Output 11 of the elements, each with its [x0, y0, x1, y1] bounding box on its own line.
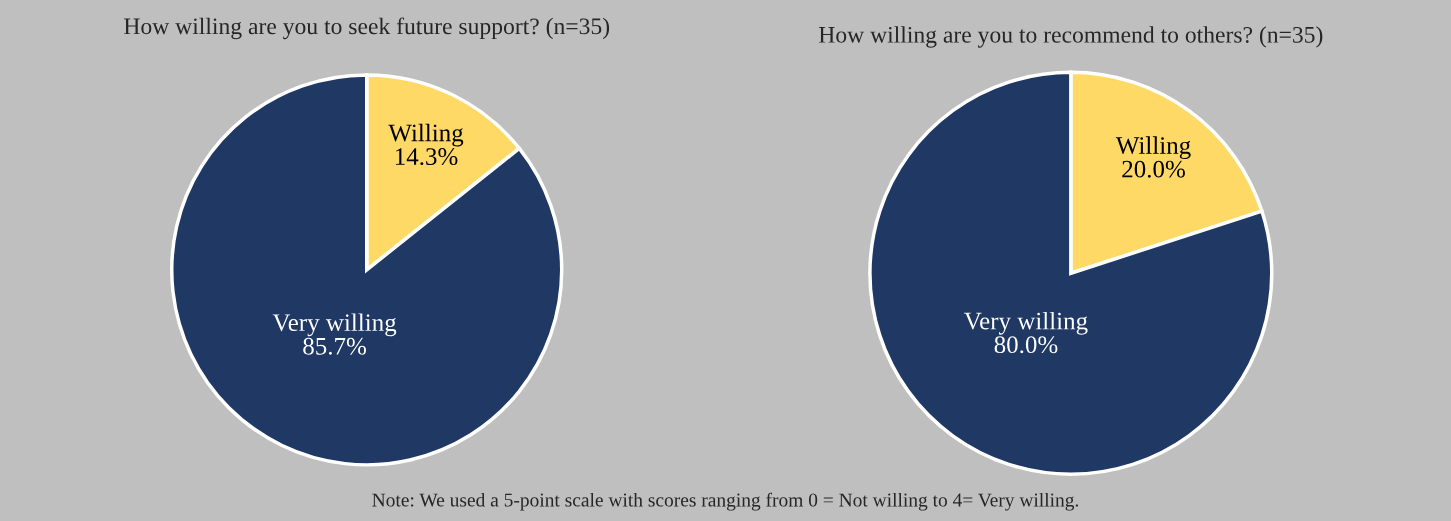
chart-title: How willing are you to recommend to others? (n=35) — [818, 26, 1323, 48]
text: Note: We used a 5-point scale with scores ranging from 0 = Not willing to 4= Very willing. — [372, 492, 1079, 511]
data-label: 85.7% — [303, 337, 366, 355]
slice-label: Willing — [388, 123, 464, 147]
slice-label: Very willing — [964, 311, 1088, 335]
data-label: 20.0% — [1122, 160, 1185, 178]
data-label: 80.0% — [994, 336, 1058, 354]
slice-label: Very willing — [272, 313, 397, 337]
data-label: 14.3% — [395, 148, 458, 166]
chart-title: How willing are you to seek future support? (n=35) — [124, 17, 610, 40]
slice-label: Willing — [1115, 136, 1191, 160]
